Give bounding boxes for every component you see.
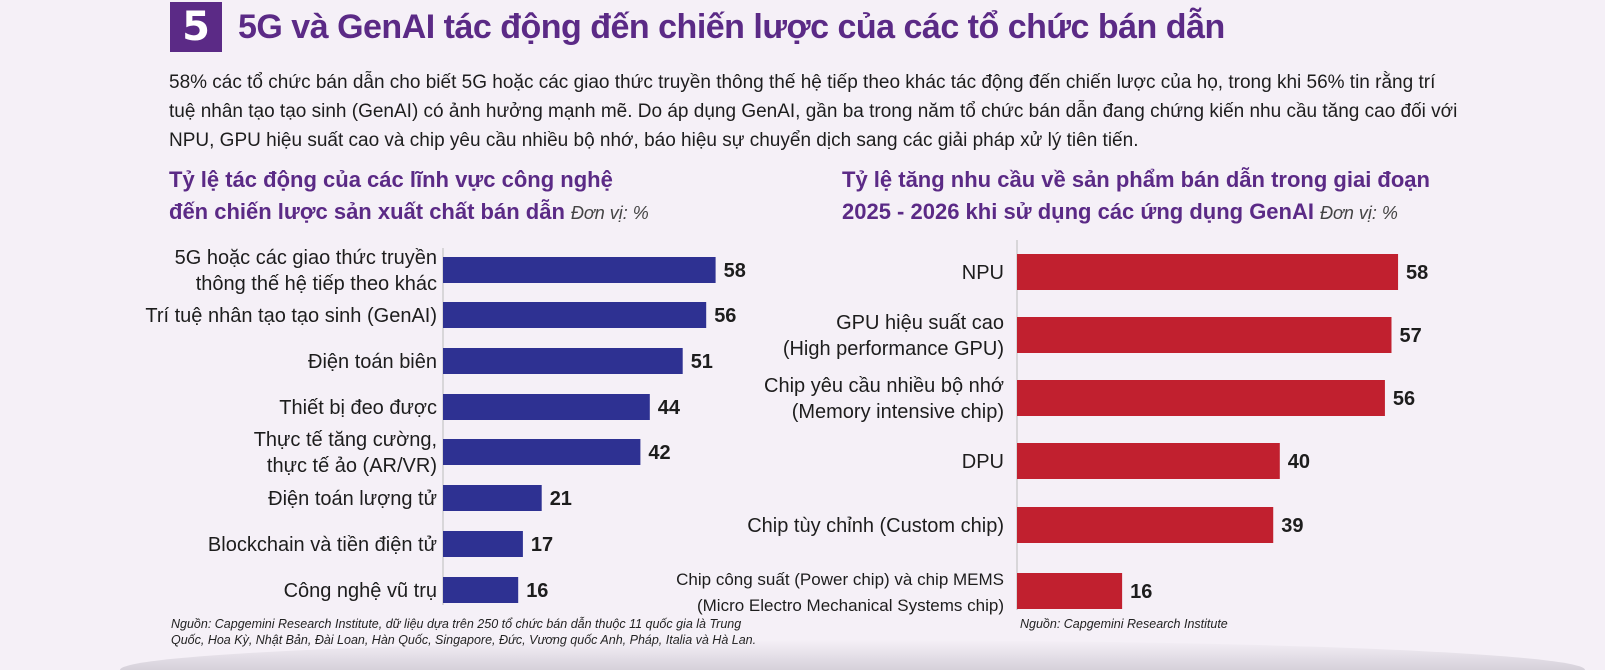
right-chart-bar <box>1017 380 1385 416</box>
right-chart-category-label: Chip công suất (Power chip) và chip MEMS <box>676 570 1004 589</box>
right-chart-value-label: 56 <box>1393 388 1415 410</box>
right-chart-title-line1: Tỷ lệ tăng nhu cầu về sản phẩm bán dẫn t… <box>842 167 1430 192</box>
right-chart-category-label: (Memory intensive chip) <box>792 401 1004 423</box>
right-chart-category-label: DPU <box>962 451 1004 473</box>
left-chart-value-label: 44 <box>658 397 681 419</box>
header: 5 5G và GenAI tác động đến chiến lược củ… <box>170 2 1225 52</box>
left-chart-bar <box>443 302 707 328</box>
left-chart-category-label: Công nghệ vũ trụ <box>284 580 437 602</box>
left-chart-bar <box>443 577 519 603</box>
left-chart-title-line1: Tỷ lệ tác động của các lĩnh vực công ngh… <box>169 167 613 192</box>
intro-paragraph: 58% các tổ chức bán dẫn cho biết 5G hoặc… <box>169 72 1458 151</box>
right-chart-value-label: 39 <box>1281 515 1303 537</box>
right-chart-title-line2: 2025 - 2026 khi sử dụng các ứng dụng Gen… <box>842 199 1314 224</box>
left-chart-value-label: 16 <box>526 580 548 602</box>
right-chart-value-label: 16 <box>1130 581 1152 603</box>
left-bar-chart: 58 5G hoặc các giao thức truyền thông thế … <box>145 247 746 605</box>
left-chart-value-label: 42 <box>648 442 670 464</box>
left-chart-category-label: thực tế ảo (AR/VR) <box>267 455 437 477</box>
left-chart-value-label: 56 <box>714 305 736 327</box>
left-chart-title: Tỷ lệ tác động của các lĩnh vực công ngh… <box>169 164 649 229</box>
left-chart-category-label: Điện toán biên <box>308 351 437 373</box>
left-chart-bar <box>443 531 523 557</box>
right-chart-title: Tỷ lệ tăng nhu cầu về sản phẩm bán dẫn t… <box>842 164 1430 229</box>
right-chart-category-label: Chip yêu cầu nhiều bộ nhớ <box>764 375 1004 397</box>
right-chart-bar <box>1017 317 1392 353</box>
left-chart-value-label: 17 <box>531 534 553 556</box>
left-chart-category-label: Thiết bị đeo được <box>279 397 437 419</box>
left-chart-bar <box>443 485 542 511</box>
right-chart-category-label: Chip tùy chỉnh (Custom chip) <box>747 515 1004 537</box>
right-chart-category-label: (High performance GPU) <box>783 338 1004 360</box>
right-chart-bar <box>1017 254 1399 290</box>
right-chart-category-label: (Micro Electro Mechanical Systems chip) <box>697 596 1004 615</box>
left-chart-category-label: 5G hoặc các giao thức truyền <box>175 247 437 269</box>
left-chart-category-label: thông thế hệ tiếp theo khác <box>196 273 437 295</box>
right-chart-unit: Đơn vị: % <box>1319 203 1398 223</box>
right-chart-value-label: 58 <box>1406 262 1428 284</box>
left-chart-bar <box>443 394 650 420</box>
right-chart-source: Nguồn: Capgemini Research Institute <box>1020 617 1228 631</box>
left-chart-unit: Đơn vị: % <box>570 203 649 223</box>
left-source-line1: Nguồn: Capgemini Research Institute, dữ … <box>171 617 742 631</box>
page-title: 5G và GenAI tác động đến chiến lược của … <box>238 7 1225 46</box>
left-chart-bar <box>443 348 683 374</box>
section-number-badge: 5 <box>170 2 222 52</box>
left-chart-category-label: Blockchain và tiền điện tử <box>208 534 437 556</box>
left-chart-value-label: 21 <box>550 488 572 510</box>
right-chart-bar <box>1017 443 1280 479</box>
left-chart-category-label: Thực tế tăng cường, <box>254 429 437 451</box>
left-chart-bar <box>443 257 716 283</box>
right-chart-bar <box>1017 507 1274 543</box>
right-chart-bar <box>1017 573 1123 609</box>
right-chart-value-label: 40 <box>1288 451 1310 473</box>
left-chart-source: Nguồn: Capgemini Research Institute, dữ … <box>171 616 756 648</box>
left-chart-category-label: Trí tuệ nhân tạo tạo sinh (GenAI) <box>145 305 437 327</box>
right-chart-category-label: GPU hiệu suất cao <box>836 312 1004 334</box>
left-chart-value-label: 51 <box>691 351 713 373</box>
left-chart-category-label: Điện toán lượng tử <box>268 488 437 510</box>
right-chart-category-label: NPU <box>962 262 1004 284</box>
left-chart-bar <box>443 439 641 465</box>
left-chart-value-label: 58 <box>724 260 746 282</box>
left-chart-title-line2: đến chiến lược sản xuất chất bán dẫn <box>169 199 565 224</box>
right-chart-value-label: 57 <box>1399 325 1421 347</box>
